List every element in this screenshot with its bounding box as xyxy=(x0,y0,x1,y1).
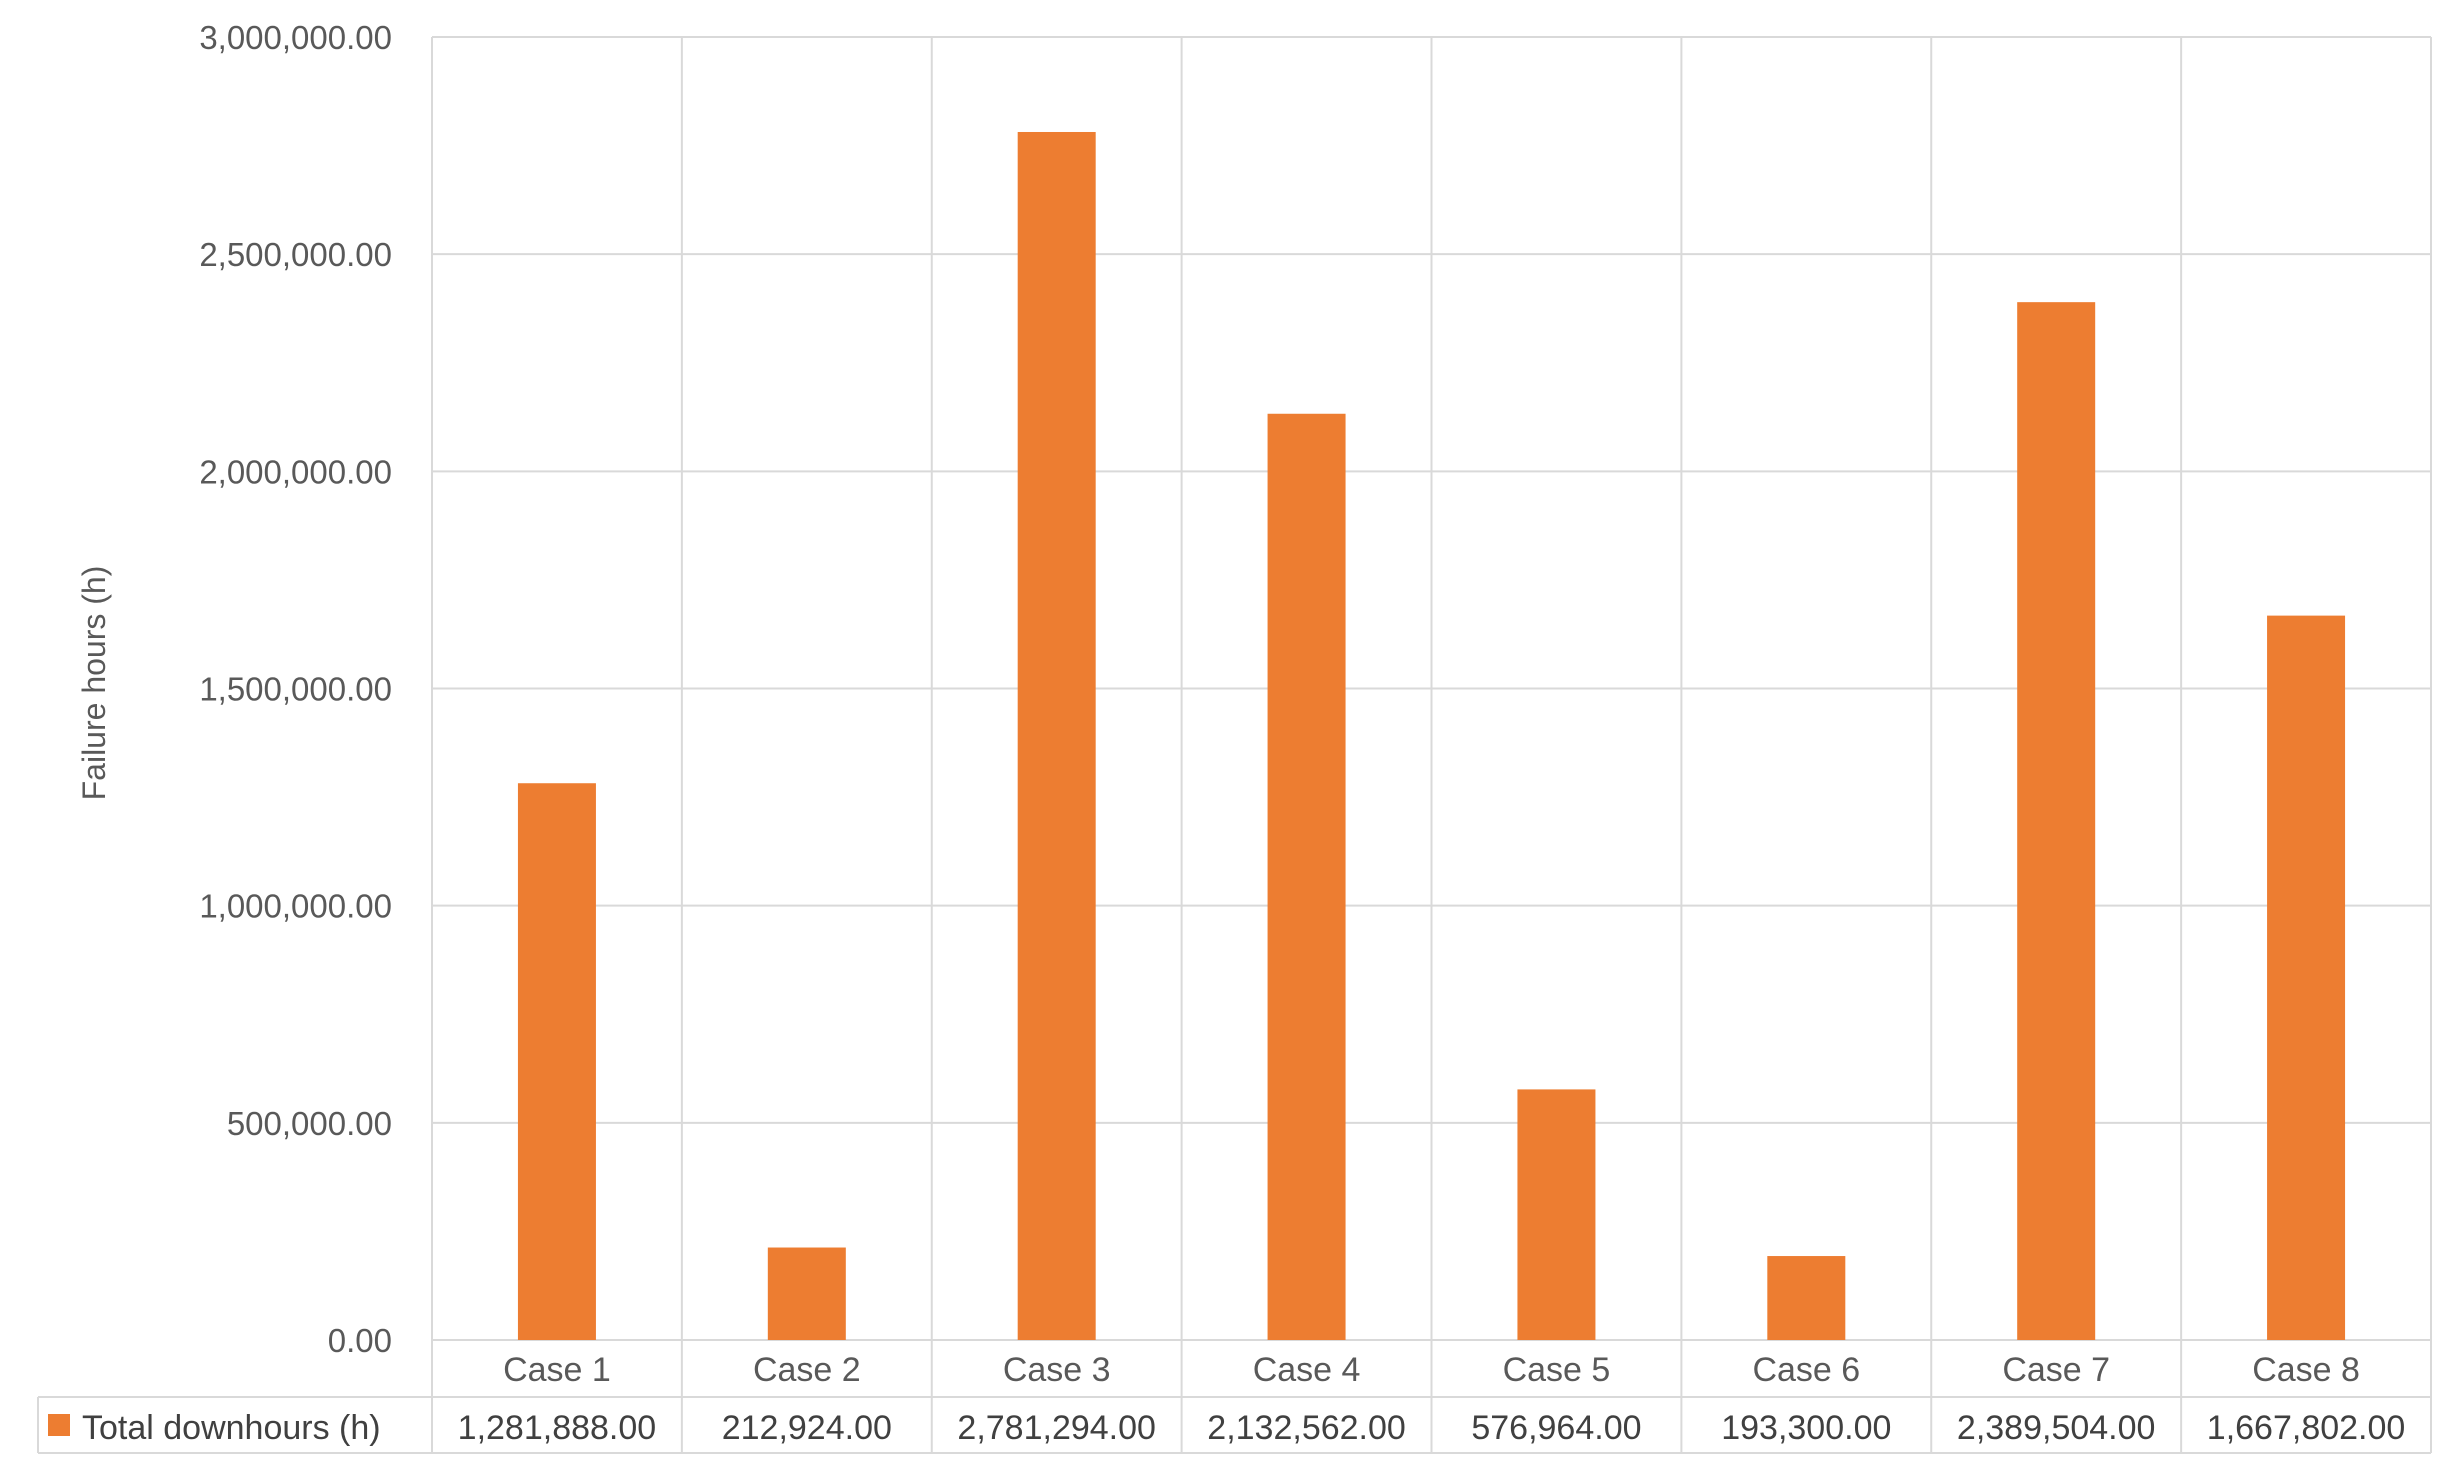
bars xyxy=(517,131,2346,1341)
table-value-cell: 576,964.00 xyxy=(1471,1409,1641,1447)
table-value-cell: 2,781,294.00 xyxy=(957,1409,1156,1447)
x-category-label: Case 3 xyxy=(1003,1351,1111,1389)
data-table: 1,281,888.00 212,924.00 2,781,294.00 2,132,… xyxy=(37,1396,2431,1454)
bar-5 xyxy=(1517,1089,1596,1340)
bar-8 xyxy=(2267,615,2346,1340)
x-category-label: Case 4 xyxy=(1253,1351,1361,1389)
y-tick-label: 2,000,000.00 xyxy=(199,453,392,490)
y-tick-label: 1,000,000.00 xyxy=(199,888,392,925)
y-tick-label: 3,000,000.00 xyxy=(199,19,392,56)
table-value-cell: 2,389,504.00 xyxy=(1957,1409,2156,1447)
gridlines xyxy=(431,36,2432,1453)
table-value-cell: 212,924.00 xyxy=(722,1409,892,1447)
bar-2 xyxy=(767,1247,846,1340)
y-axis-ticks: 0.00 500,000.00 1,000,000.00 1,500,000.00 2,… xyxy=(199,19,392,1359)
y-tick-label: 500,000.00 xyxy=(227,1105,392,1142)
x-category-label: Case 1 xyxy=(503,1351,611,1389)
table-value-cell: 1,281,888.00 xyxy=(458,1409,657,1447)
table-value-cell: 2,132,562.00 xyxy=(1207,1409,1406,1447)
bar-3 xyxy=(1017,131,1096,1340)
table-value-cell: 1,667,802.00 xyxy=(2207,1409,2406,1447)
x-category-label: Case 6 xyxy=(1752,1351,1860,1389)
y-axis-title: Failure hours (h) xyxy=(76,566,112,801)
legend-series-label: Total downhours (h) xyxy=(82,1409,381,1447)
x-category-label: Case 7 xyxy=(2002,1351,2110,1389)
legend: Total downhours (h) xyxy=(48,1409,381,1447)
y-tick-label: 2,500,000.00 xyxy=(199,236,392,273)
y-tick-label: 1,500,000.00 xyxy=(199,671,392,708)
x-category-label: Case 8 xyxy=(2252,1351,2360,1389)
x-category-label: Case 5 xyxy=(1503,1351,1611,1389)
bar-1 xyxy=(517,783,596,1340)
table-value-cell: 193,300.00 xyxy=(1721,1409,1891,1447)
x-axis-categories: Case 1 Case 2 Case 3 Case 4 Case 5 Case 6 Case… xyxy=(503,1351,2360,1389)
legend-swatch xyxy=(48,1414,70,1436)
y-tick-label: 0.00 xyxy=(328,1322,392,1359)
x-category-label: Case 2 xyxy=(753,1351,861,1389)
bar-7 xyxy=(2017,302,2096,1341)
bar-6 xyxy=(1767,1256,1846,1340)
bar-4 xyxy=(1267,413,1346,1341)
